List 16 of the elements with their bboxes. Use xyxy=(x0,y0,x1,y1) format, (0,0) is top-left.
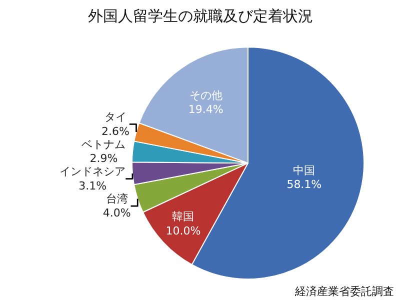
data-label: 2.9% xyxy=(90,152,118,166)
data-label: 19.4% xyxy=(188,103,224,116)
text: 経済産業省委託調査 xyxy=(294,285,394,298)
slice-label: その他 xyxy=(189,88,222,102)
data-label: 2.6% xyxy=(101,124,130,138)
data-label: 10.0% xyxy=(166,224,201,238)
slice-label: 台湾 xyxy=(106,192,128,206)
slice-label: 中国 xyxy=(293,164,316,177)
slice-label: ベトナム xyxy=(82,138,126,151)
slice-label: インドネシア xyxy=(60,165,126,178)
data-label: 4.0% xyxy=(102,206,131,220)
slice-label: タイ xyxy=(104,110,126,124)
data-label: 58.1% xyxy=(286,178,322,192)
data-label: 3.1% xyxy=(78,179,107,192)
chart-title: 外国人留学生の就職及び定着状況 xyxy=(88,7,313,25)
slice-label: 韓国 xyxy=(172,210,194,223)
